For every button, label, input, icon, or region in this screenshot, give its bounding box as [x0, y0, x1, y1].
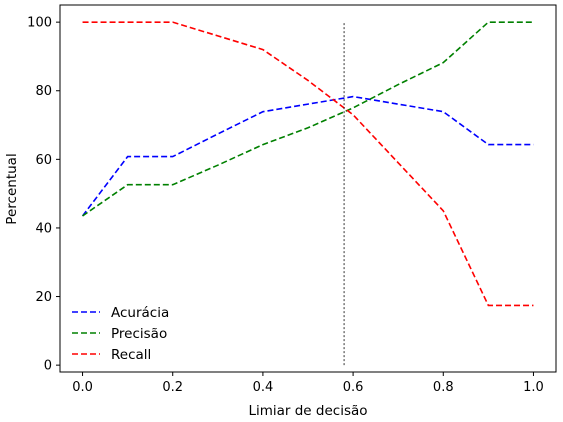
x-axis-label: Limiar de decisão: [248, 403, 367, 419]
legend-label: Precisão: [111, 326, 167, 342]
series-line-2: [82, 21, 534, 217]
y-tick-label: 100: [27, 16, 52, 31]
plot-frame: [59, 4, 557, 373]
y-tick-label: 0: [44, 359, 52, 374]
y-tick-label: 60: [35, 153, 52, 168]
series-line-3: [82, 21, 534, 307]
y-tick-label: 20: [35, 290, 52, 305]
y-tick-label: 80: [35, 84, 52, 99]
x-tick-label: 0.6: [343, 380, 364, 395]
legend: Acurácia Precisão Recall: [72, 305, 169, 363]
legend-label: Acurácia: [111, 305, 169, 321]
series-lines: [81, 21, 534, 307]
y-axis: 0 20 40 60 80 100: [27, 16, 60, 374]
x-tick-label: 0.4: [253, 380, 274, 395]
x-tick-label: 0.8: [433, 380, 454, 395]
series-line-1: [81, 95, 534, 217]
x-tick-label: 0.2: [162, 380, 183, 395]
y-axis-label: Percentual: [4, 153, 20, 224]
legend-label: Recall: [111, 347, 151, 363]
x-axis: 0.0 0.2 0.4 0.6 0.8 1.0: [72, 372, 544, 395]
x-tick-label: 1.0: [523, 380, 544, 395]
x-tick-label: 0.0: [72, 380, 93, 395]
y-tick-label: 40: [35, 221, 52, 236]
